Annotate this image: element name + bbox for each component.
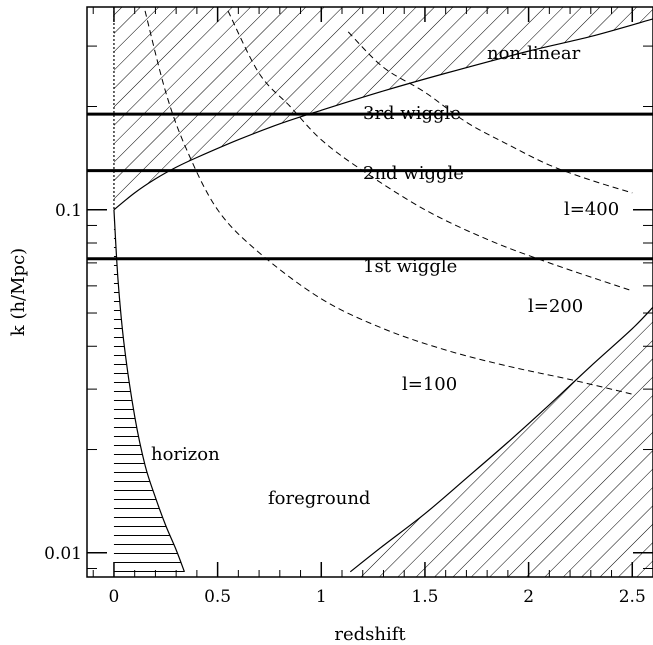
wiggle-1-label: 1st wiggle (363, 256, 457, 277)
x-tick-label: 1 (316, 587, 327, 607)
x-tick-label: 1.5 (411, 587, 438, 607)
y-axis-title: k (h/Mpc) (8, 248, 29, 336)
y-tick-label: 0.01 (44, 544, 82, 564)
ell-100-label: l=100 (402, 374, 457, 395)
axis-tick-labels: 0 0.5 1 1.5 2 2.5 0.01 0.1 (44, 201, 646, 607)
axis-ticks (87, 7, 653, 577)
nonlinear-label: non-linear (487, 43, 581, 64)
x-tick-label: 2 (523, 587, 534, 607)
ell-200-label: l=200 (528, 296, 583, 317)
x-tick-label: 0.5 (204, 587, 231, 607)
x-tick-label: 0 (109, 587, 120, 607)
horizon-boundary-curve (113, 209, 186, 573)
foreground-label: foreground (268, 488, 370, 509)
foreground-region (350, 307, 653, 577)
ell-400-curve (347, 31, 633, 194)
x-tick-label: 2.5 (619, 587, 646, 607)
wiggle-3-label: 3rd wiggle (363, 103, 461, 124)
nonlinear-region (113, 7, 653, 210)
ell-400-label: l=400 (564, 199, 619, 220)
ell-100-curve (144, 10, 633, 395)
x-axis-title: redshift (334, 624, 406, 645)
wiggle-2-label: 2nd wiggle (363, 163, 464, 184)
horizon-region (113, 209, 185, 577)
horizon-label: horizon (151, 444, 220, 465)
plot-frame (86, 6, 653, 578)
y-tick-label: 0.1 (55, 201, 82, 221)
foreground-boundary-curve (349, 306, 653, 573)
nonlinear-boundary-curve (113, 18, 653, 211)
